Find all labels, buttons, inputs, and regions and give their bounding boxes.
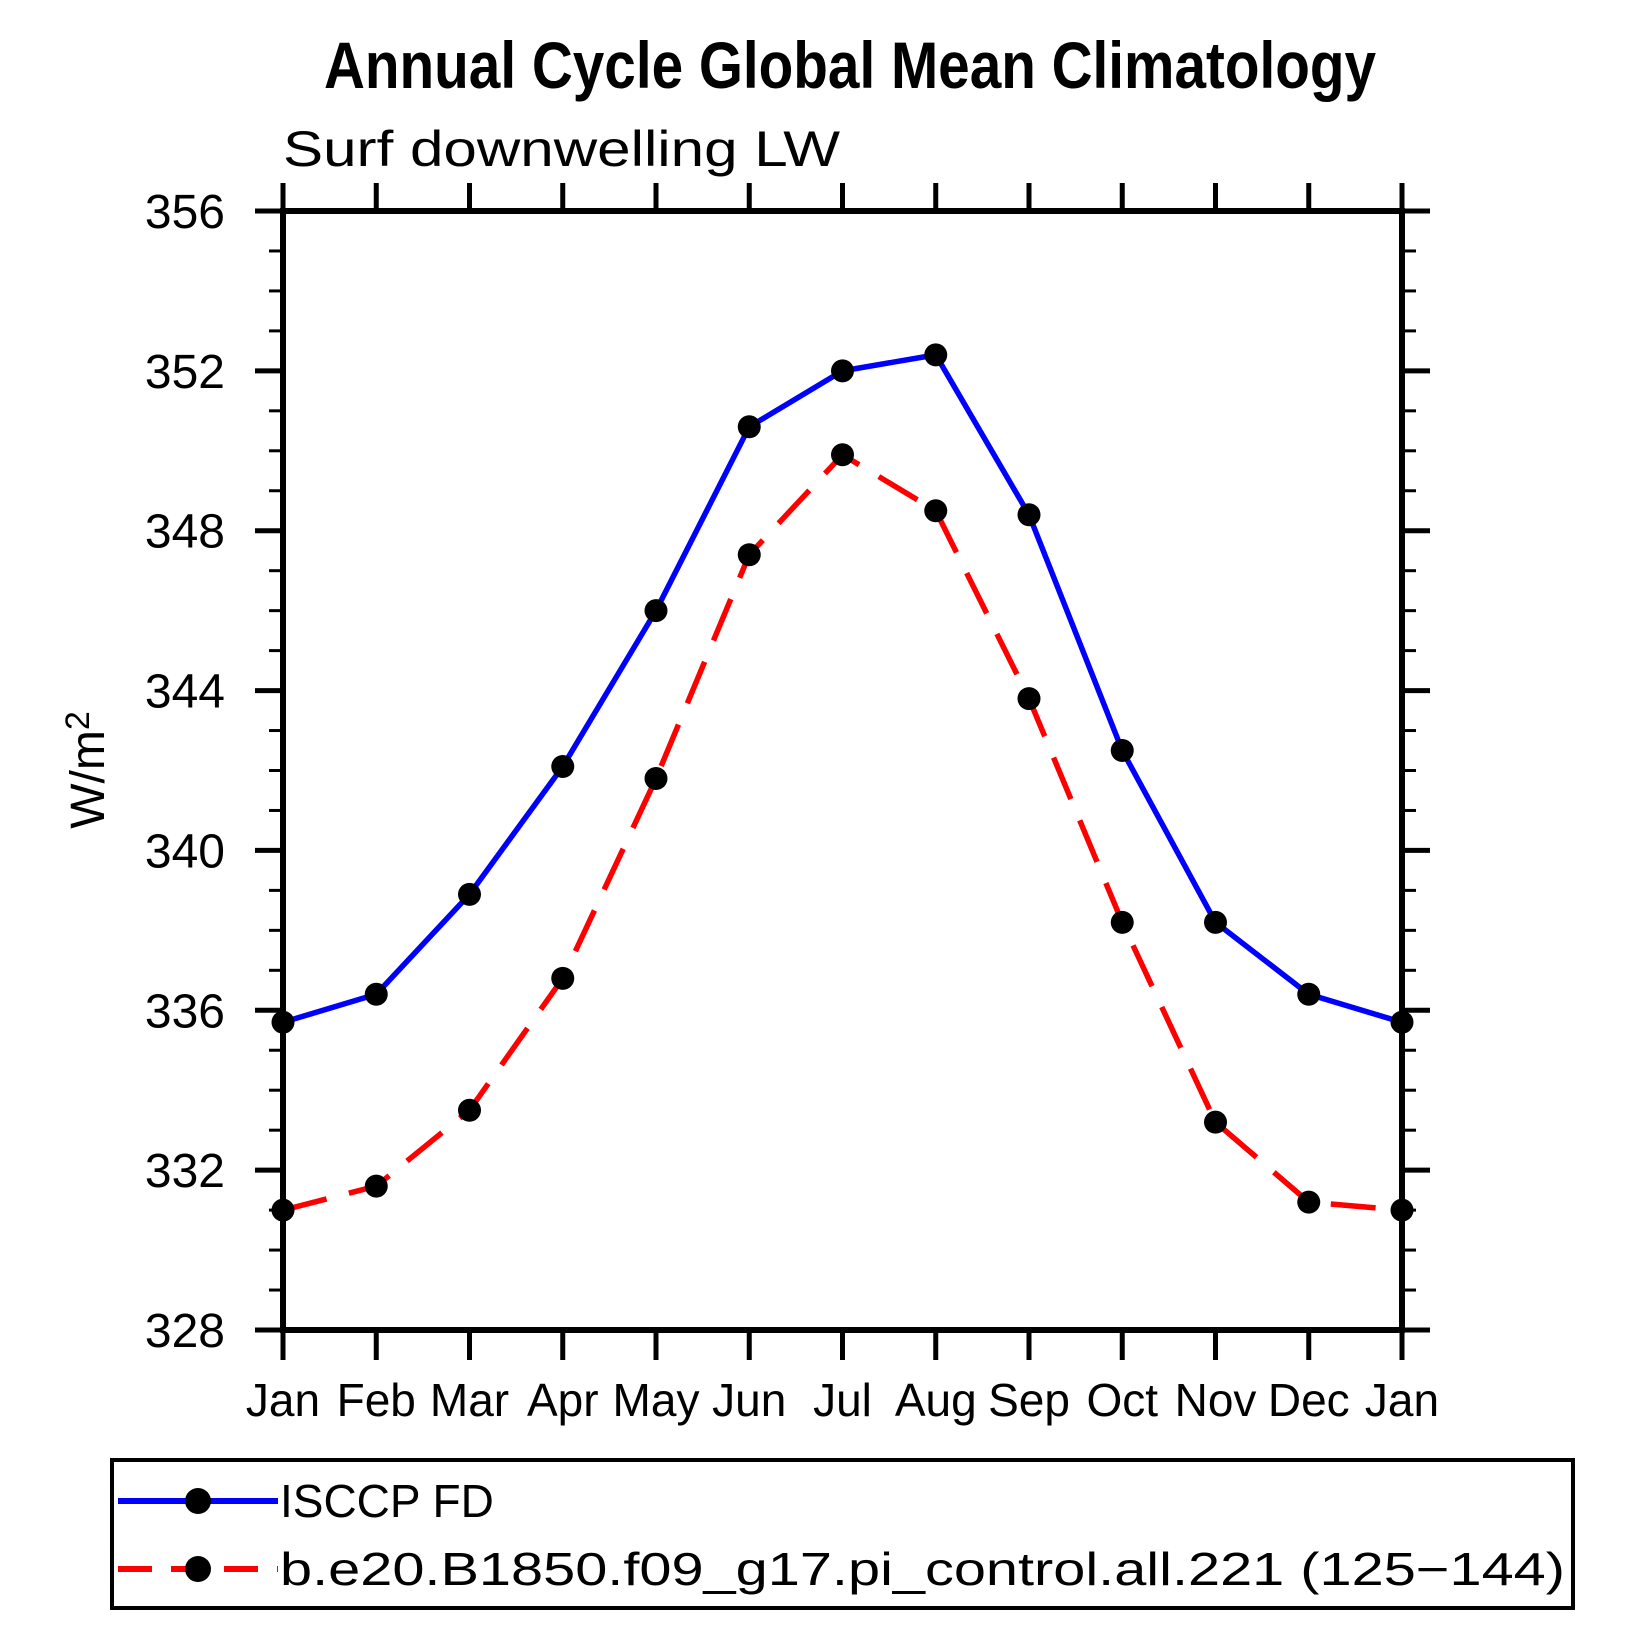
data-point: [364, 982, 388, 1006]
y-tick-label: 340: [145, 825, 225, 878]
data-point: [737, 415, 761, 439]
x-tick-label: Feb: [337, 1374, 416, 1426]
x-tick-label: Oct: [1086, 1374, 1158, 1426]
y-axis-label-base: W/m: [62, 730, 115, 829]
x-tick-label: Jan: [1365, 1374, 1439, 1426]
data-point: [924, 343, 948, 367]
data-series: [271, 343, 1414, 1222]
data-point: [1017, 503, 1041, 527]
legend-marker-isccp: [185, 1488, 211, 1514]
data-point: [1390, 1198, 1414, 1222]
data-point: [364, 1174, 388, 1198]
data-point: [924, 499, 948, 523]
data-point: [644, 599, 668, 623]
x-tick-label: Jan: [246, 1374, 320, 1426]
data-point: [271, 1198, 295, 1222]
x-tick-label: Aug: [895, 1374, 977, 1426]
data-point: [1297, 1190, 1321, 1214]
y-tick-label: 352: [145, 346, 225, 399]
data-point: [1017, 687, 1041, 711]
data-point: [831, 443, 854, 467]
data-point: [1297, 982, 1321, 1006]
data-point: [551, 966, 575, 990]
data-point: [458, 882, 481, 906]
data-point: [1110, 739, 1134, 763]
data-point: [551, 755, 575, 779]
y-tick-label: 344: [145, 666, 225, 719]
chart-subtitle: Surf downwelling LW: [283, 121, 841, 177]
data-point: [644, 766, 668, 790]
data-point: [1204, 910, 1227, 934]
y-axis-label: W/m2: [59, 711, 115, 829]
data-point: [831, 359, 854, 383]
y-tick-label: 336: [145, 985, 225, 1038]
legend-label-model: b.e20.B1850.f09_g17.pi_control.all.221 (…: [280, 1543, 1565, 1595]
data-point: [1204, 1110, 1227, 1134]
x-tick-label: May: [613, 1374, 700, 1426]
data-point: [271, 1010, 295, 1034]
y-tick-label: 328: [145, 1305, 225, 1358]
x-tick-label: Dec: [1268, 1374, 1350, 1426]
legend-box: [110, 1458, 1575, 1610]
data-point: [1390, 1010, 1414, 1034]
x-tick-label: Mar: [430, 1374, 509, 1426]
y-axis-label-exponent: 2: [59, 711, 97, 730]
legend: ISCCP FD b.e20.B1850.f09_g17.pi_control.…: [110, 1458, 1575, 1610]
data-point: [1110, 910, 1134, 934]
x-tick-label: Jun: [712, 1374, 786, 1426]
data-point: [737, 543, 761, 567]
series-line-1: [282, 452, 1403, 1213]
x-tick-label: Jul: [813, 1374, 872, 1426]
y-tick-label: 348: [145, 506, 225, 559]
y-tick-label: 332: [145, 1145, 225, 1198]
chart-title: Annual Cycle Global Mean Climatology: [324, 28, 1376, 102]
legend-label-isccp: ISCCP FD: [280, 1475, 494, 1527]
x-tick-label: Sep: [988, 1374, 1070, 1426]
plot-axes: Jan Feb Mar Apr May Jun Jul Aug Sep Oct Nov Dec Jan 3…: [145, 183, 1439, 1426]
x-tick-label: Nov: [1175, 1374, 1257, 1426]
x-tick-label: Apr: [527, 1374, 599, 1426]
legend-marker-model: [185, 1556, 211, 1582]
data-point: [458, 1098, 481, 1122]
y-tick-label: 356: [145, 186, 225, 239]
